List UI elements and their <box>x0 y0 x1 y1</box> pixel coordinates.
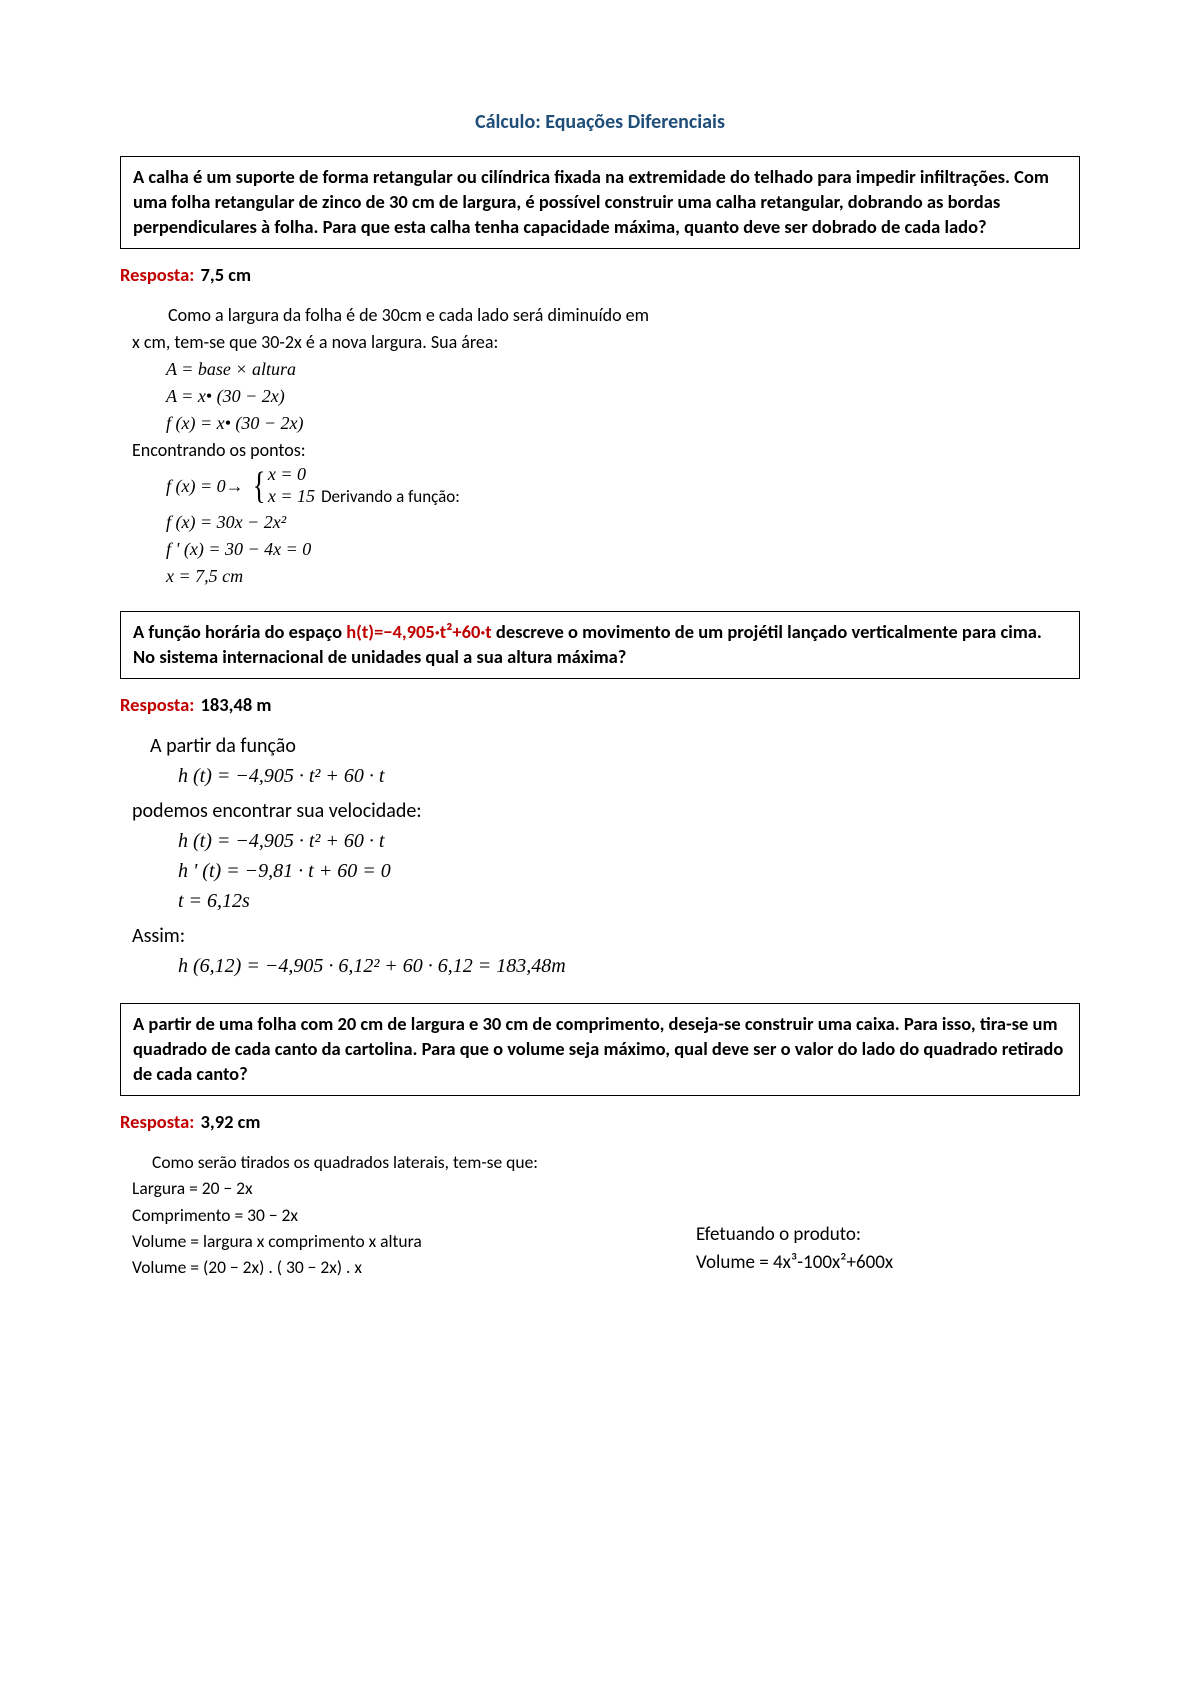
question-3-box: A partir de uma folha com 20 cm de largu… <box>120 1003 1080 1096</box>
text-line: Comprimento = 30 − 2x <box>132 1203 538 1228</box>
text-line: Derivando a função: <box>321 486 460 507</box>
question-2-highlight: h(t)=−4,905·t²+60·t <box>346 620 492 643</box>
text-line: x cm, tem-se que 30-2x é a nova largura.… <box>132 329 1080 355</box>
text-line: Volume = largura x comprimento x altura <box>132 1229 538 1254</box>
math-line: x = 0 <box>268 464 460 486</box>
math-line: x = 15 <box>268 486 315 506</box>
text-line: Como a largura da folha é de 30cm e cada… <box>168 302 1080 328</box>
answer-value: 3,92 cm <box>196 1110 260 1133</box>
question-3-text: A partir de uma folha com 20 cm de largu… <box>133 1012 1063 1085</box>
answer-3: Resposta: 3,92 cm <box>120 1110 1080 1133</box>
answer-value: 7,5 cm <box>196 263 251 286</box>
text-line: Largura = 20 − 2x <box>132 1176 538 1201</box>
question-1-box: A calha é um suporte de forma retangular… <box>120 156 1080 249</box>
text-line: Encontrando os pontos: <box>132 437 1080 463</box>
math-line: h (t) = −4,905 · t² + 60 · t <box>178 827 1080 856</box>
math-line: h ' (t) = −9,81 · t + 60 = 0 <box>178 857 1080 886</box>
question-2-box: A função horária do espaço h(t)=−4,905·t… <box>120 611 1080 679</box>
solution-2: A partir da função h (t) = −4,905 · t² +… <box>150 732 1080 981</box>
answer-1: Resposta: 7,5 cm <box>120 263 1080 286</box>
solution-1: Como a largura da folha é de 30cm e cada… <box>150 302 1080 589</box>
text-line: Volume = (20 − 2x) . ( 30 − 2x) . x <box>132 1255 538 1280</box>
question-2-pre: A função horária do espaço <box>133 620 346 643</box>
text-line: Como serão tirados os quadrados laterais… <box>152 1150 538 1175</box>
text-line: Assim: <box>132 922 1080 951</box>
question-1-text: A calha é um suporte de forma retangular… <box>133 165 1049 238</box>
math-line: A = base × altura <box>166 356 1080 382</box>
math-line: h (6,12) = −4,905 · 6,12² + 60 · 6,12 = … <box>178 952 1080 981</box>
math-line: t = 6,12s <box>178 887 1080 916</box>
page-title: Cálculo: Equações Diferenciais <box>120 110 1080 134</box>
answer-label: Resposta: <box>120 1110 194 1133</box>
math-line: x = 7,5 cm <box>166 563 1080 589</box>
math-line: h (t) = −4,905 · t² + 60 · t <box>178 762 1080 791</box>
math-line: f (x) = 0→ <box>166 473 244 499</box>
text-line: Efetuando o produto: <box>696 1221 1080 1250</box>
math-line: f (x) = 30x − 2x² <box>166 509 1080 535</box>
text-line: Volume = 4x³-100x²+600x <box>696 1249 1080 1278</box>
answer-2: Resposta: 183,48 m <box>120 693 1080 716</box>
math-line: A = x• (30 − 2x) <box>166 383 1080 409</box>
text-line: podemos encontrar sua velocidade: <box>132 797 1080 826</box>
math-line: f (x) = x• (30 − 2x) <box>166 410 1080 436</box>
answer-value: 183,48 m <box>196 693 271 716</box>
math-line: f ' (x) = 30 − 4x = 0 <box>166 536 1080 562</box>
answer-label: Resposta: <box>120 263 194 286</box>
text-line: A partir da função <box>150 732 1080 761</box>
solution-3: Como serão tirados os quadrados laterais… <box>120 1149 1080 1282</box>
brace-icon: { x = 0 x = 15 Derivando a função: <box>250 464 460 507</box>
answer-label: Resposta: <box>120 693 194 716</box>
